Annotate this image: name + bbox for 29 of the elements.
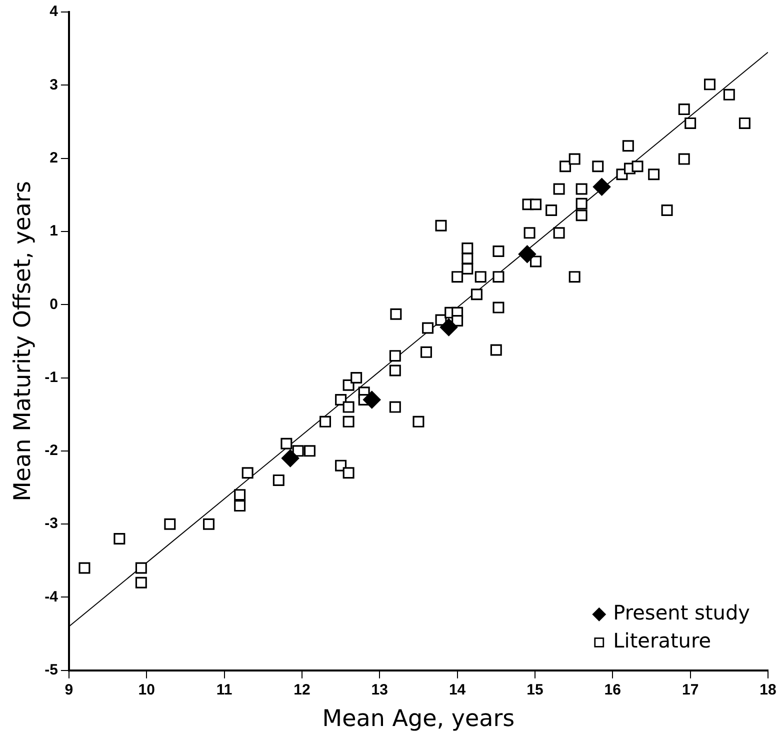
x-axis-title: Mean Age, years: [322, 706, 515, 732]
y-axis-title: Mean Maturity Offset, years: [10, 181, 36, 502]
x-tick-label: 11: [216, 682, 232, 699]
x-tick-label: 12: [294, 682, 310, 699]
y-tick-label: -3: [44, 515, 58, 532]
x-tick-label: 9: [64, 682, 74, 699]
y-tick-label: -1: [44, 368, 58, 386]
x-tick-label: 10: [138, 682, 155, 699]
y-tick-label: 1: [50, 222, 58, 240]
x-tick-label: 15: [526, 682, 544, 699]
legend-label: Present study: [613, 600, 750, 625]
point: [440, 318, 458, 336]
x-tick-label: 13: [371, 682, 388, 699]
x-tick-label: 18: [760, 682, 776, 699]
legend-label: Literature: [613, 628, 712, 653]
x-tick-label: 16: [604, 682, 621, 699]
y-tick-label: 4: [50, 3, 59, 20]
y-tick-label: 3: [50, 76, 58, 94]
y-tick-label: 2: [50, 149, 58, 166]
point: [363, 390, 381, 409]
y-tick-label: -4: [44, 588, 59, 606]
x-tick-label: 14: [448, 682, 466, 699]
point: [518, 245, 536, 263]
y-tick-label: -2: [44, 442, 58, 460]
y-tick-label: -5: [44, 662, 58, 679]
y-tick-label: 0: [50, 296, 58, 313]
point: [592, 178, 611, 196]
point: [282, 449, 300, 468]
x-tick-label: 17: [682, 682, 699, 699]
